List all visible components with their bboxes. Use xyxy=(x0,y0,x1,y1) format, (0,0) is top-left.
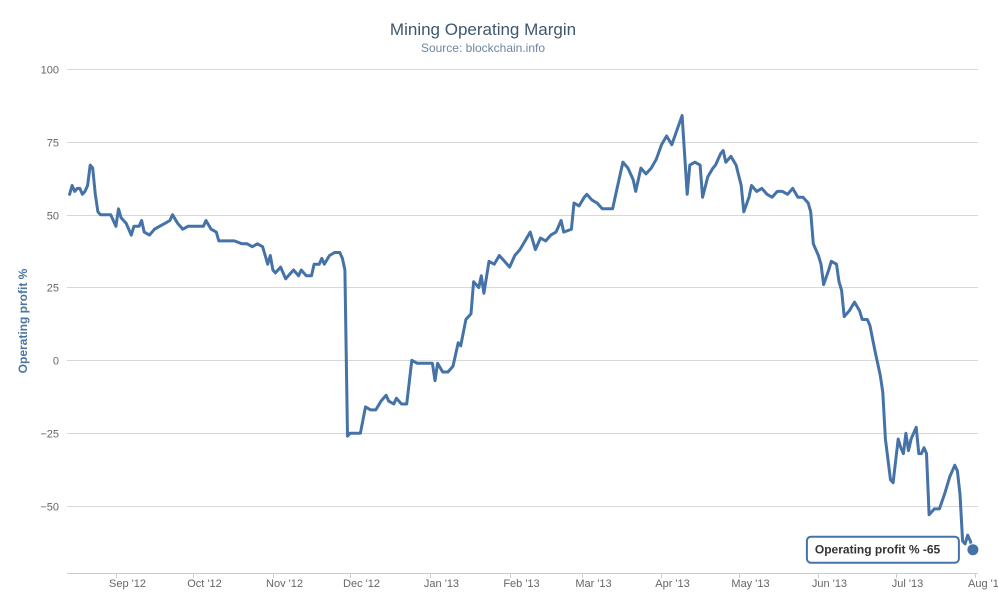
y-tick-label: 50 xyxy=(47,211,59,223)
x-tick-label: Sep '12 xyxy=(109,578,146,590)
y-axis-title: Operating profit % xyxy=(16,268,30,373)
x-tick-label: Dec '12 xyxy=(343,578,380,590)
x-tick-label: Jan '13 xyxy=(424,578,459,590)
x-axis-ticks xyxy=(116,573,976,578)
chart-subtitle: Source: blockchain.info xyxy=(420,41,546,55)
x-tick-label: Aug '13 xyxy=(968,578,998,590)
x-tick-label: Apr '13 xyxy=(655,578,690,590)
x-tick-label: May '13 xyxy=(731,578,769,590)
x-tick-label: Oct '12 xyxy=(187,578,222,590)
y-axis-labels: 100 75 50 25 0 −25 −50 xyxy=(40,65,59,514)
tooltip-box xyxy=(805,535,960,564)
series-line-operating-profit[interactable] xyxy=(68,114,975,552)
y-tick-label: 0 xyxy=(53,356,59,368)
y-tick-label: −50 xyxy=(40,502,59,514)
x-tick-label: Mar '13 xyxy=(575,578,611,590)
x-axis-labels: Sep '12 Oct '12 Nov '12 Dec '12 Jan '13 Feb '… xyxy=(109,578,998,590)
x-tick-label: Nov '12 xyxy=(266,578,303,590)
y-tick-label: −25 xyxy=(40,429,59,441)
hover-marker xyxy=(966,543,980,557)
x-tick-label: Feb '13 xyxy=(503,578,539,590)
chart-title: Mining Operating Margin xyxy=(389,20,577,39)
x-tick-label: Jul '13 xyxy=(892,578,923,590)
y-tick-label: 25 xyxy=(47,283,59,295)
x-tick-label: Jun '13 xyxy=(812,578,847,590)
grid-lines xyxy=(67,69,978,507)
y-tick-label: 75 xyxy=(47,138,59,150)
y-tick-label: 100 xyxy=(41,65,59,77)
tooltip: Operating profit % -65 xyxy=(805,535,960,564)
tooltip-text: Operating profit % -65 xyxy=(815,543,941,557)
